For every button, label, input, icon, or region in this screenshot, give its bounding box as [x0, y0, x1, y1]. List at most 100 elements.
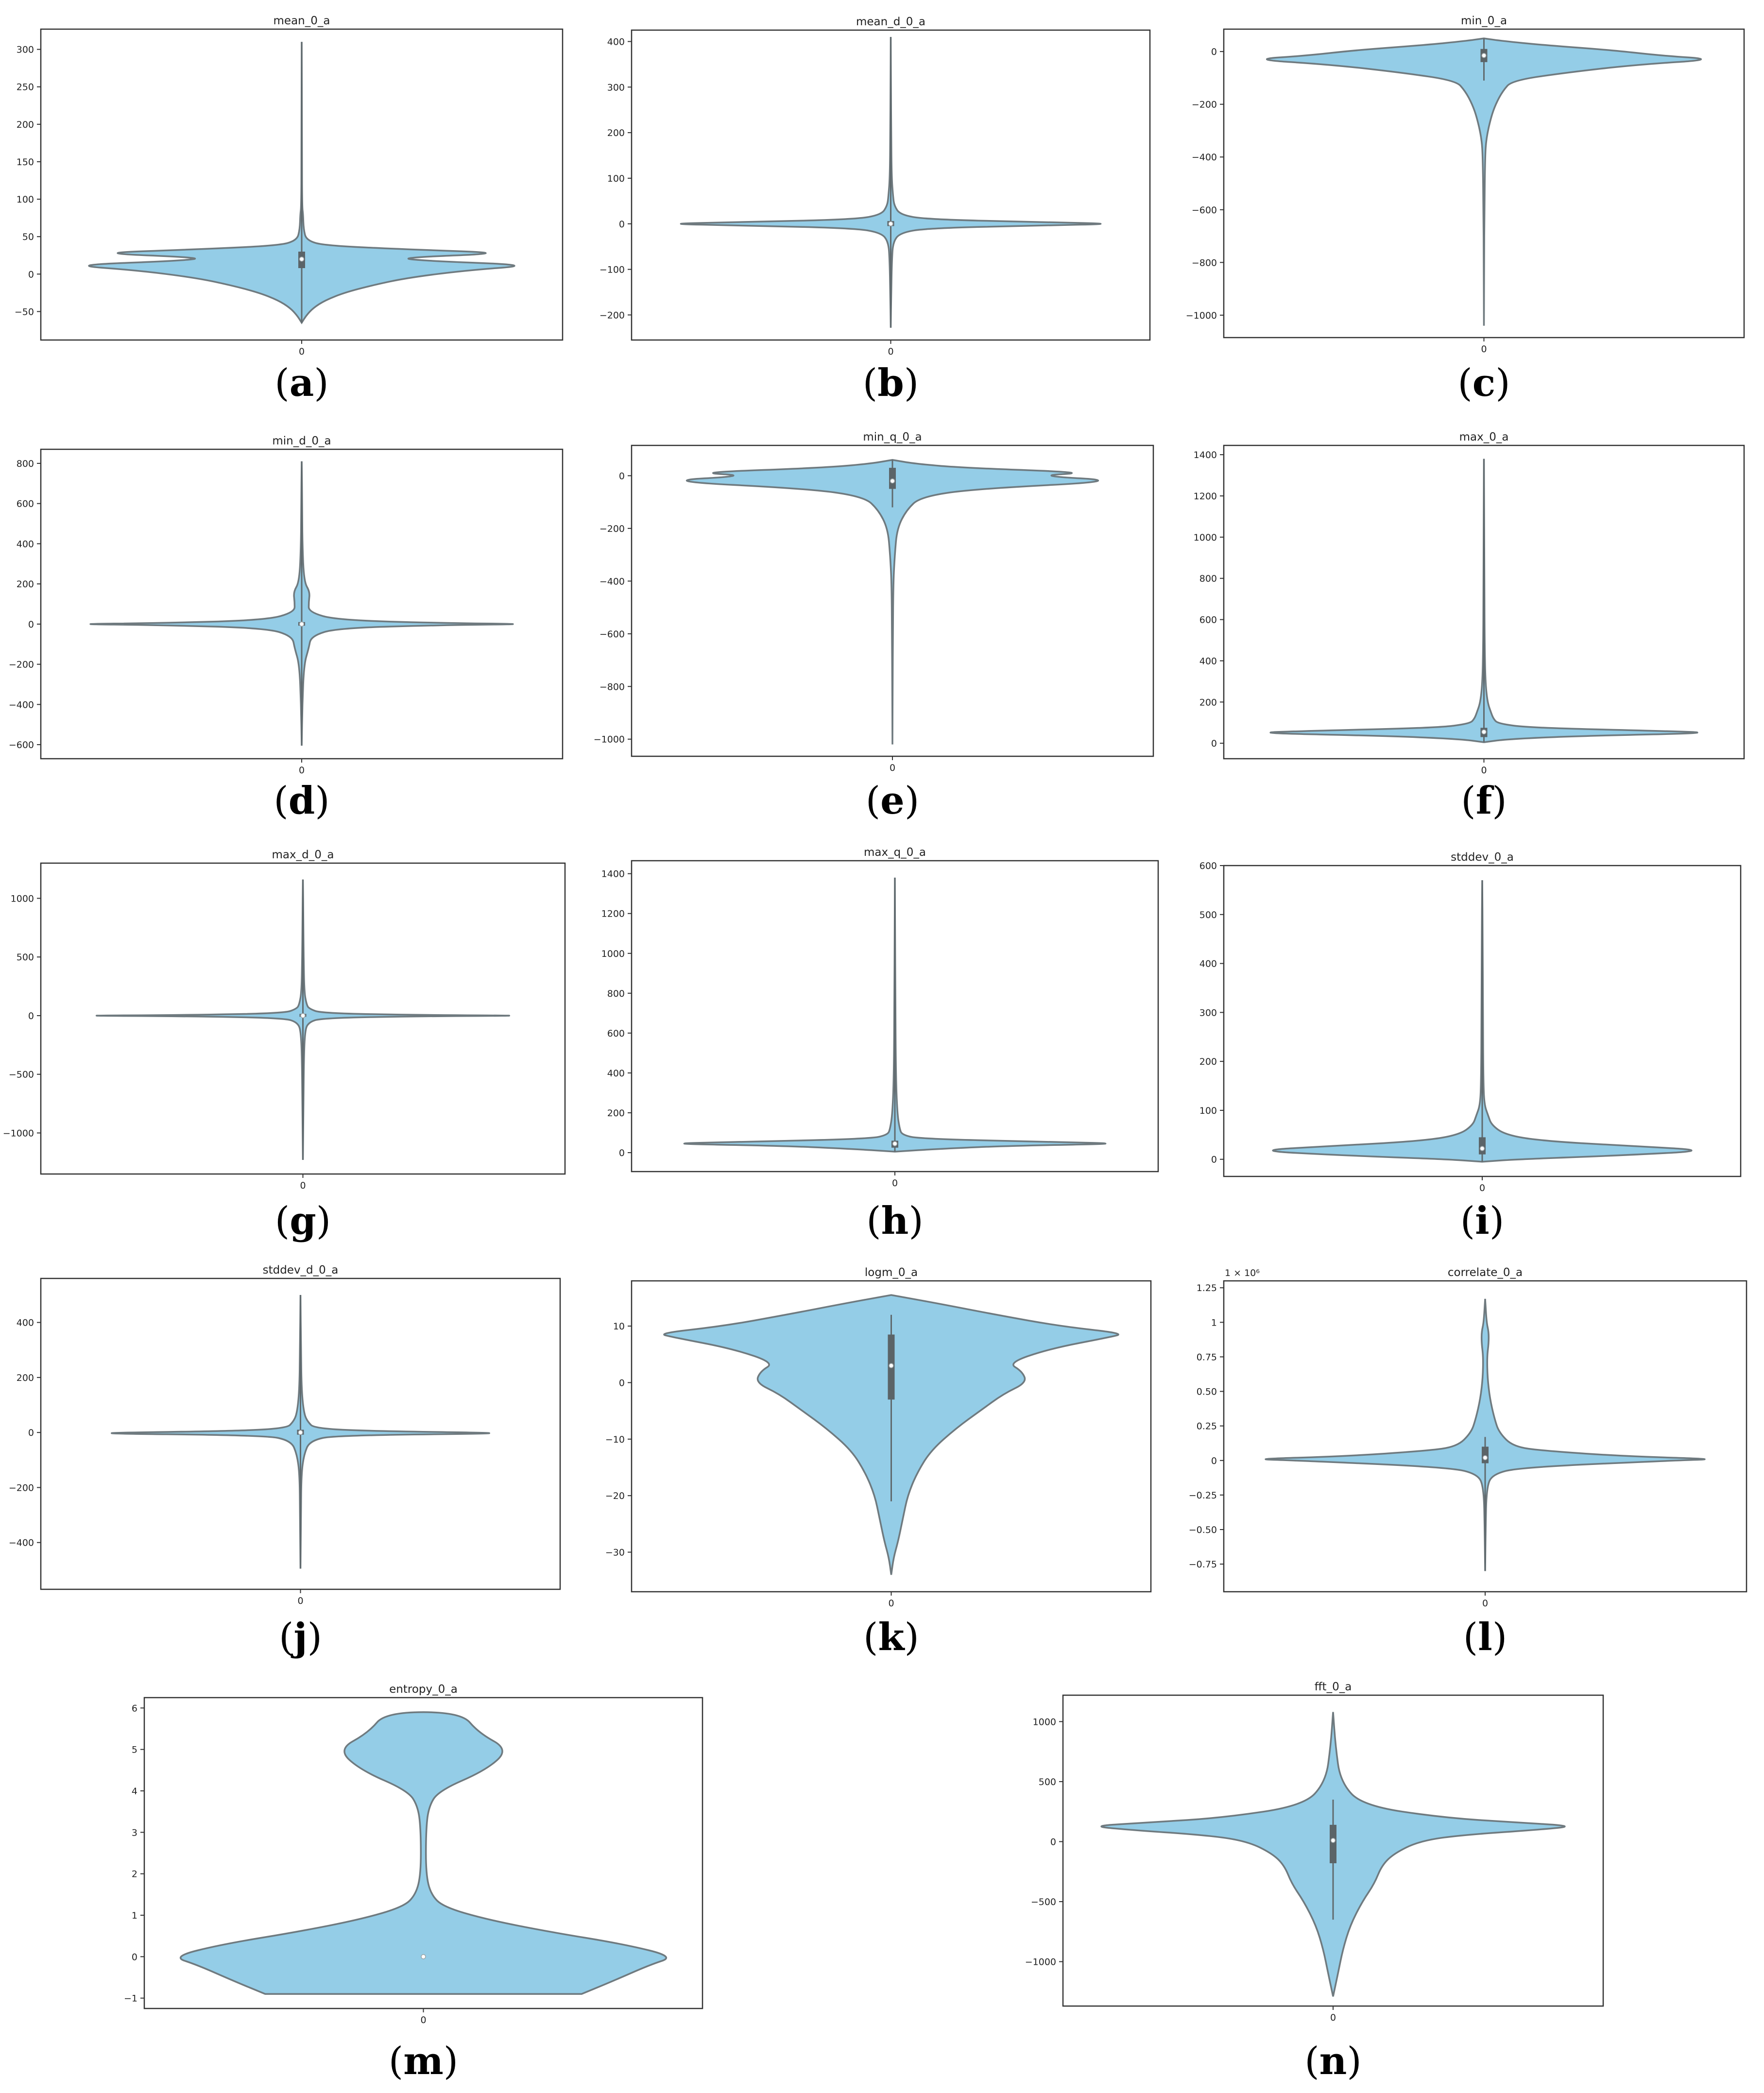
- panel-letter-label: (h): [866, 1199, 924, 1243]
- panel-title: max_0_a: [1459, 431, 1509, 443]
- y-tick-label: −50: [15, 306, 34, 317]
- y-tick-label: 0: [28, 269, 34, 280]
- y-tick-label: 0.50: [1197, 1387, 1217, 1397]
- y-tick-label: 1200: [601, 909, 625, 919]
- x-tick-label: 0: [1330, 2012, 1336, 2023]
- x-tick-label: 0: [297, 1596, 303, 1606]
- y-tick-label: −600: [9, 740, 34, 750]
- y-tick-label: −600: [1192, 205, 1217, 216]
- panel-letter-label: (j): [279, 1615, 322, 1659]
- y-tick-label: 200: [607, 128, 625, 138]
- y-tick-label: −400: [9, 699, 34, 710]
- panel-letter-label: (c): [1457, 361, 1510, 405]
- violin-median-point: [1481, 729, 1487, 735]
- panel-title: max_q_0_a: [864, 846, 926, 859]
- y-tick-label: 4: [132, 1786, 137, 1797]
- violin-panel-a: mean_0_a −50 0 50 100 150 200 250 300 0 (a): [15, 15, 564, 405]
- panel-title: min_q_0_a: [863, 431, 922, 443]
- y-tick-label: −100: [599, 265, 625, 275]
- y-tick-label: 600: [17, 499, 34, 510]
- y-tick-label: 1000: [1033, 1717, 1056, 1727]
- y-tick-label: −1000: [594, 734, 625, 745]
- panel-title: fft_0_a: [1315, 1681, 1352, 1693]
- y-tick-label: −1000: [1186, 310, 1217, 321]
- y-tick-label: 300: [607, 82, 625, 93]
- y-tick-label: 1400: [1194, 450, 1217, 460]
- y-tick-label: 1: [132, 1910, 137, 1921]
- y-tick-label: 0: [28, 1428, 34, 1438]
- violin-panel-c: min_0_a −1000 −800 −600 −400 −200 0 0 (c): [1186, 15, 1745, 405]
- panel-title: stddev_0_a: [1451, 851, 1514, 864]
- y-tick-label: 2: [132, 1869, 137, 1880]
- violin-median-point: [1330, 1838, 1336, 1843]
- y-tick-label: 0: [132, 1952, 137, 1962]
- y-tick-label: 0: [619, 1378, 625, 1388]
- y-tick-label: −400: [1192, 152, 1217, 163]
- violin-body: [1266, 37, 1702, 326]
- violin-panel-m: entropy_0_a −1 0 1 2 3 4 5 6 0 (m): [124, 1683, 703, 2083]
- panel-title: min_d_0_a: [272, 435, 331, 447]
- y-tick-label: −1000: [3, 1128, 34, 1139]
- y-tick-label: 0: [1211, 47, 1217, 57]
- y-tick-label: 800: [17, 459, 34, 469]
- panel-title: entropy_0_a: [389, 1683, 458, 1696]
- panel-title: mean_d_0_a: [856, 16, 925, 28]
- y-tick-label: 10: [613, 1321, 625, 1332]
- panel-letter-label: (i): [1460, 1199, 1505, 1243]
- x-tick-label: 0: [300, 1180, 306, 1191]
- y-tick-label: 0.25: [1197, 1421, 1217, 1432]
- violin-panel-f: max_0_a 0 200 400 600 800 1000 1200 1400 0 (f): [1194, 431, 1745, 823]
- x-tick-label: 0: [892, 1178, 898, 1189]
- y-tick-label: 0: [28, 1011, 34, 1021]
- y-tick-label: 500: [1199, 910, 1217, 920]
- panel-title: correlate_0_a: [1448, 1266, 1523, 1279]
- y-tick-label: −200: [599, 310, 625, 321]
- y-tick-label: 1.25: [1197, 1283, 1217, 1293]
- violin-body: [179, 1711, 668, 1995]
- violin-panel-k: logm_0_a −30 −20 −10 0 10 0 (k): [605, 1266, 1152, 1659]
- y-tick-label: −0.25: [1189, 1490, 1217, 1501]
- violin-median-point: [890, 478, 895, 484]
- y-tick-label: 400: [17, 1318, 34, 1328]
- panel-letter-label: (f): [1461, 779, 1507, 823]
- violin-panel-l: correlate_0_a 1 × 10⁶ −0.75 −0.50 −0.25 0 0.25…: [1189, 1266, 1747, 1659]
- panel-letter-label: (n): [1304, 2039, 1362, 2083]
- y-tick-label: 0: [1211, 1456, 1217, 1466]
- panel-letter-label: (l): [1463, 1615, 1507, 1659]
- y-tick-label: −400: [599, 576, 625, 587]
- y-tick-label: 1200: [1194, 491, 1217, 502]
- panel-letter-label: (e): [866, 779, 920, 823]
- violin-panel-h: max_q_0_a 0 200 400 600 800 1000 1200 1400 0 (h): [601, 846, 1159, 1243]
- violin-panel-e: min_q_0_a −1000 −800 −600 −400 −200 0 0 (e): [594, 431, 1154, 823]
- y-tick-label: 5: [132, 1745, 137, 1755]
- y-tick-label: 250: [17, 82, 34, 93]
- panel-title: mean_0_a: [274, 15, 330, 27]
- y-tick-label: 1000: [11, 893, 34, 904]
- y-tick-label: −200: [9, 660, 34, 670]
- y-tick-label: 6: [132, 1703, 137, 1714]
- y-tick-label: 400: [607, 36, 625, 47]
- y-tick-label: 0: [619, 1148, 625, 1158]
- y-tick-label: 1: [1211, 1317, 1217, 1328]
- panel-letter-label: (a): [274, 361, 328, 405]
- x-tick-label: 0: [1479, 1183, 1485, 1193]
- y-tick-label: 200: [607, 1108, 625, 1119]
- violin-median-point: [299, 621, 305, 627]
- y-tick-label: −30: [605, 1548, 625, 1558]
- violin-median-point: [1479, 1146, 1485, 1151]
- y-tick-label: −200: [9, 1482, 34, 1493]
- y-tick-label: 400: [607, 1068, 625, 1079]
- y-tick-label: 800: [1199, 574, 1217, 584]
- y-tick-label: 150: [17, 157, 34, 168]
- panel-title: max_d_0_a: [272, 849, 334, 861]
- panel-letter-label: (m): [389, 2039, 458, 2083]
- y-tick-label: 500: [1039, 1777, 1056, 1787]
- y-tick-label: 100: [17, 194, 34, 205]
- violin-median-point: [892, 1141, 898, 1146]
- panel-letter-label: (d): [274, 779, 329, 823]
- violin-panel-d: min_d_0_a −600 −400 −200 0 200 400 600 800 0 (d): [9, 435, 564, 823]
- y-tick-label: −1: [124, 1993, 137, 2004]
- x-tick-label: 0: [888, 346, 893, 357]
- y-tick-label: 300: [1199, 1007, 1217, 1018]
- y-tick-label: 600: [1199, 861, 1217, 871]
